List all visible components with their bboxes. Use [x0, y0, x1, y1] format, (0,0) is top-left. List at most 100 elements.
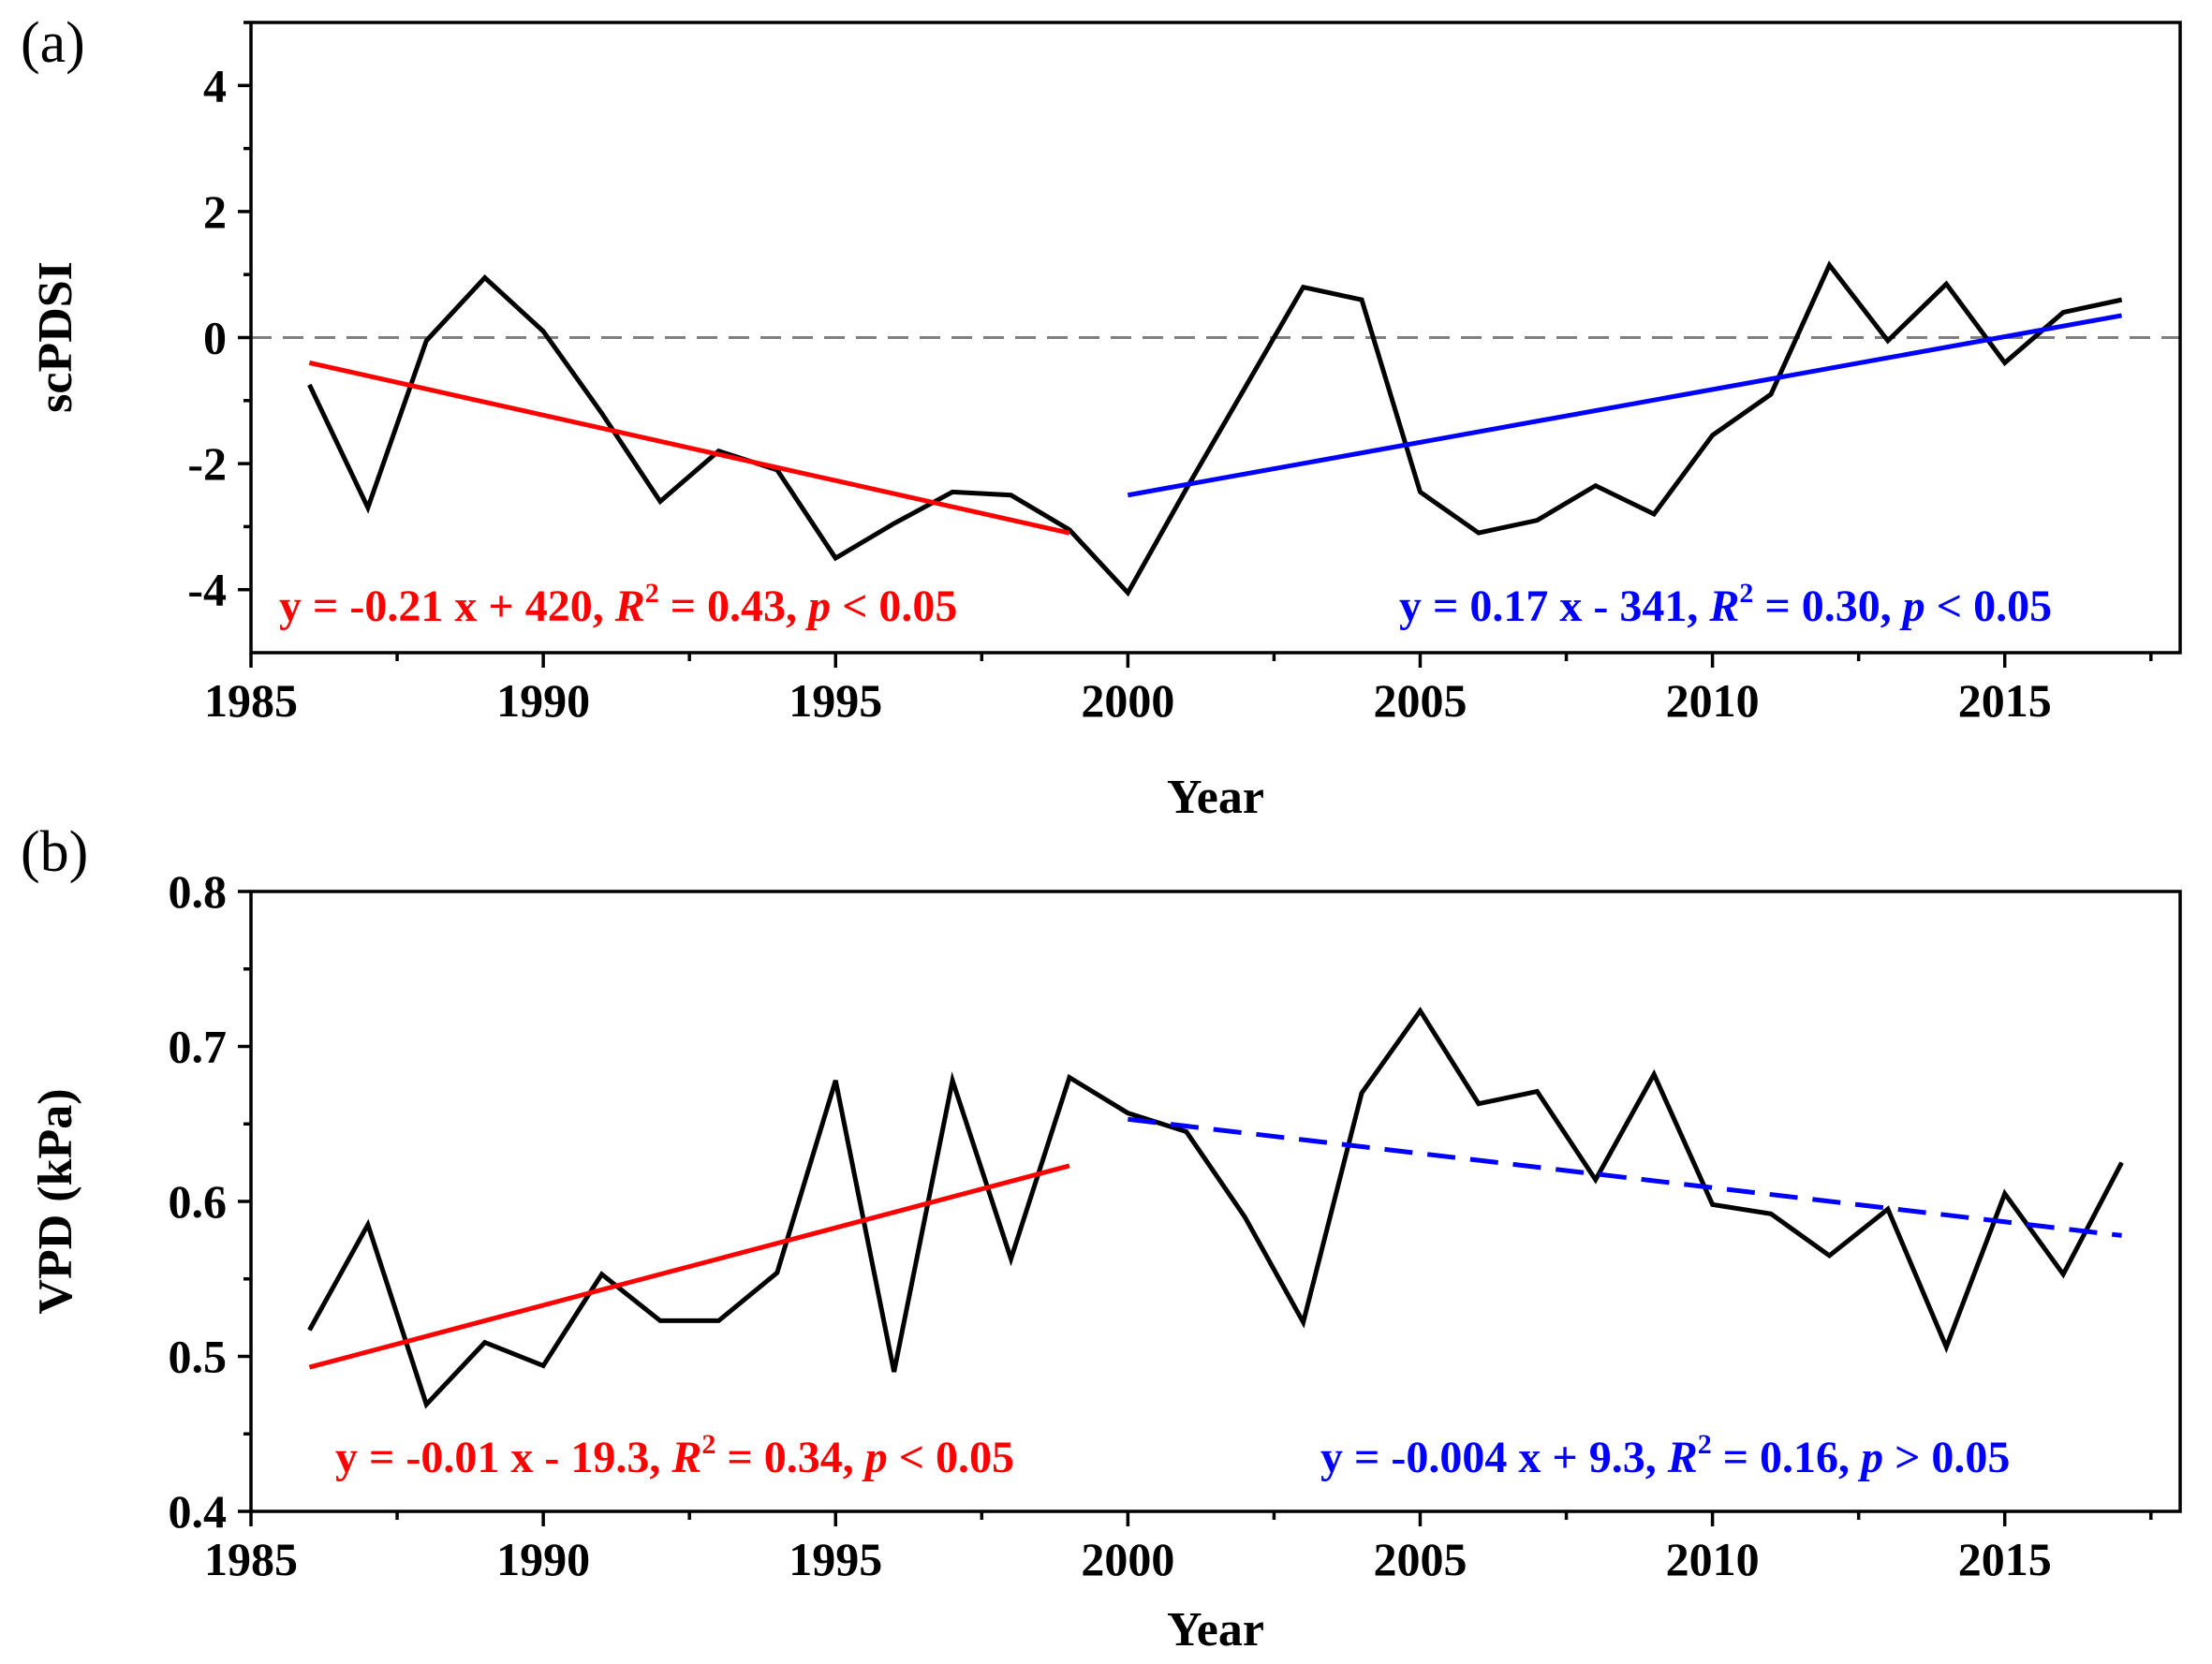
data-point — [1419, 491, 1421, 493]
data-point — [1945, 283, 1947, 285]
x-axis-title: Year — [1167, 1603, 1264, 1657]
data-point — [1361, 299, 1363, 301]
y-axis-ticks: -4 -2 0 2 4 — [187, 21, 251, 616]
panel-b: (b) 0.4 0.5 0.6 0.7 0.8 1985 1990 1995 2000 2005… — [21, 820, 2182, 1657]
x-tick-label: 2015 — [1958, 1533, 2052, 1585]
y-tick-label: -4 — [187, 564, 227, 616]
data-point — [1770, 393, 1772, 395]
data-point — [1653, 1073, 1655, 1075]
y-tick-label: 4 — [203, 59, 227, 111]
y-tick-label: 0 — [203, 312, 227, 364]
data-point — [1595, 1179, 1597, 1181]
data-point — [659, 1319, 661, 1321]
data-point — [717, 450, 719, 452]
scpdsi-series-line — [307, 260, 2123, 597]
data-point — [542, 1364, 544, 1366]
data-point — [717, 1319, 719, 1321]
data-point — [1478, 532, 1480, 534]
trend-equation-blue: y = -0.004 x + 9.3, R2 = 0.16, p > 0.05 — [1320, 1429, 2010, 1482]
data-point — [2121, 1162, 2123, 1164]
data-point — [659, 500, 661, 502]
data-point — [1828, 1255, 1830, 1257]
trend-equation-red: y = -0.21 x + 420, R2 = 0.43, p < 0.05 — [279, 578, 957, 631]
y-tick-label: 0.8 — [169, 865, 228, 918]
data-point — [1536, 1090, 1538, 1092]
data-point — [1419, 1009, 1421, 1011]
y-tick-label: 0.4 — [169, 1485, 228, 1538]
data-point — [1303, 1321, 1305, 1323]
x-tick-label: 2005 — [1373, 1533, 1467, 1585]
data-point — [1770, 1213, 1772, 1215]
panel-a: (a) -4 -2 0 2 4 1985 1990 1995 2000 2005 2010 2015… — [21, 11, 2182, 824]
data-point — [2004, 1193, 2006, 1195]
data-point — [1478, 1103, 1480, 1105]
data-point — [1712, 434, 1714, 436]
data-point — [776, 1272, 778, 1274]
x-tick-label: 1995 — [789, 674, 882, 727]
x-axis-title: Year — [1167, 771, 1264, 824]
trend-line-2000-2017 — [1127, 313, 2123, 498]
y-tick-label: -2 — [187, 437, 227, 490]
data-point — [2004, 361, 2006, 363]
data-point — [2121, 299, 2123, 301]
vpd-data-points — [308, 1009, 2123, 1406]
x-tick-label: 2005 — [1373, 674, 1467, 727]
data-point — [1186, 488, 1187, 490]
data-point — [1653, 513, 1655, 515]
trend-line-1986-1999 — [308, 360, 1070, 536]
data-point — [1887, 340, 1889, 342]
plot-frame — [249, 21, 2182, 655]
data-point — [484, 1342, 486, 1344]
panel-a-label: (a) — [21, 11, 85, 75]
data-point — [1828, 264, 1830, 266]
scpdsi-data-points — [308, 264, 2123, 594]
y-axis-title: scPDSI — [29, 261, 82, 413]
trend-equation-blue: y = 0.17 x - 341, R2 = 0.30, p < 0.05 — [1399, 578, 2052, 631]
x-tick-label: 2015 — [1958, 674, 2052, 727]
data-point — [1361, 1092, 1363, 1094]
y-tick-label: 2 — [203, 185, 227, 238]
data-point — [367, 1224, 369, 1226]
trend-equation-red: y = -0.01 x - 19.3, R2 = 0.34, p < 0.05 — [335, 1429, 1014, 1482]
panel-b-label: (b) — [21, 820, 88, 884]
data-point — [425, 1404, 427, 1406]
data-point — [834, 557, 836, 559]
x-tick-label: 2000 — [1081, 1533, 1174, 1585]
plot-frame — [249, 890, 2182, 1513]
data-point — [1186, 1131, 1187, 1133]
data-point — [893, 1371, 895, 1373]
x-tick-label: 2010 — [1666, 1533, 1760, 1585]
data-point — [1595, 485, 1597, 487]
x-tick-label: 1990 — [496, 1533, 590, 1585]
y-axis-title: VPD (kPa) — [29, 1088, 82, 1314]
vpd-series-line — [307, 1006, 2124, 1409]
data-point — [893, 523, 895, 524]
y-tick-label: 0.6 — [169, 1175, 228, 1228]
data-point — [951, 491, 953, 493]
data-point — [1244, 1216, 1246, 1218]
y-tick-label: 0.7 — [169, 1021, 228, 1073]
y-axis-ticks: 0.4 0.5 0.6 0.7 0.8 — [169, 865, 251, 1538]
y-tick-label: 0.5 — [169, 1331, 228, 1383]
data-point — [2062, 312, 2064, 314]
trend-line-2000-2017 — [1128, 1116, 2122, 1238]
data-point — [1244, 387, 1246, 389]
data-point — [1536, 520, 1538, 522]
x-tick-label: 1995 — [789, 1533, 882, 1585]
x-tick-label: 1990 — [496, 674, 590, 727]
data-point — [484, 277, 486, 279]
data-point — [834, 1080, 836, 1082]
x-axis-ticks: 1985 1990 1995 2000 2005 2010 2015 — [204, 653, 2153, 727]
x-axis-ticks: 1985 1990 1995 2000 2005 2010 2015 — [204, 1511, 2153, 1585]
data-point — [425, 340, 427, 342]
data-point — [1712, 1203, 1714, 1205]
x-tick-label: 2010 — [1666, 674, 1760, 727]
x-tick-label: 1985 — [204, 1533, 298, 1585]
data-point — [1887, 1208, 1889, 1210]
data-point — [308, 1329, 310, 1331]
data-point — [951, 1080, 953, 1082]
data-point — [601, 412, 603, 414]
x-tick-label: 2000 — [1081, 674, 1174, 727]
trend-line-1986-1999 — [308, 1163, 1070, 1370]
